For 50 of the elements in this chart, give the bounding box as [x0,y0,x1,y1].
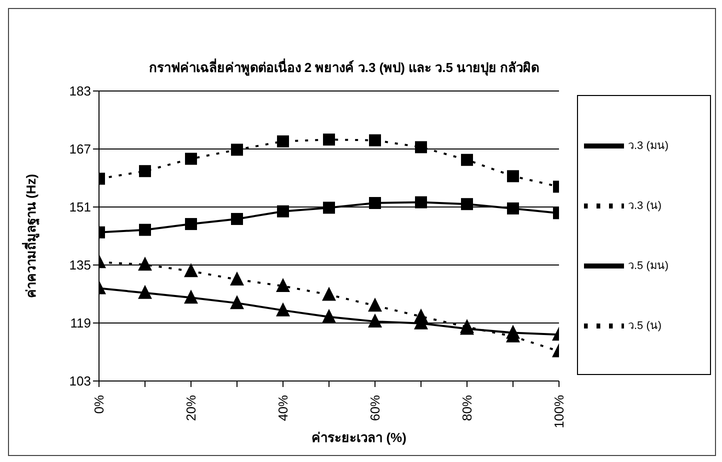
x-axis-title: ค่าระยะเวลา (%) [310,429,408,447]
point [138,256,152,271]
x-tick-label: 100% [552,394,566,428]
point [138,284,152,299]
point [276,278,290,292]
point [185,218,197,230]
point [277,205,289,218]
point [231,144,243,156]
point [461,198,473,210]
point [185,152,197,165]
y-tick-label: 183 [69,84,91,99]
y-tick-label: 103 [69,374,91,389]
point [184,263,198,278]
legend-label: ว.5 (น) [628,320,662,332]
legend-label: ว.5 (มน) [628,260,669,272]
legend-label: ว.3 (มน) [628,140,669,152]
x-tick-label: 40% [276,394,290,422]
x-tick-label: 0% [92,394,106,414]
point [368,314,382,328]
point [323,134,335,146]
point [277,135,289,148]
legend-label: ว.3 (น) [628,200,662,212]
point [369,134,381,146]
point [415,141,427,154]
y-tick-label: 119 [70,316,91,331]
y-tick-label: 167 [69,142,91,157]
point [507,170,519,182]
point [231,212,243,225]
point [322,286,336,301]
y-axis-title: ค่าความถี่มูลฐาน (Hz) [22,174,41,298]
point [461,154,473,166]
x-tick-label: 20% [184,394,198,422]
point [230,272,244,286]
point [184,290,198,304]
point [322,308,336,323]
point [415,196,427,208]
point [230,295,244,310]
point [368,298,382,312]
point [276,302,290,316]
point [139,224,151,236]
point [369,197,381,210]
y-tick-label: 151 [69,200,91,215]
y-tick-label: 135 [69,258,91,273]
point [414,308,428,322]
x-tick-label: 80% [460,394,474,422]
point [323,202,335,214]
chart-title: กราฟค่าเฉลี่ยค่าพูดต่อเนื่อง 2 พยางค์ ว.3 (พป) และ ว.5 นายปุย กลัวผิด [148,58,540,78]
point [139,165,151,178]
point [507,202,519,214]
x-tick-label: 60% [368,394,382,422]
